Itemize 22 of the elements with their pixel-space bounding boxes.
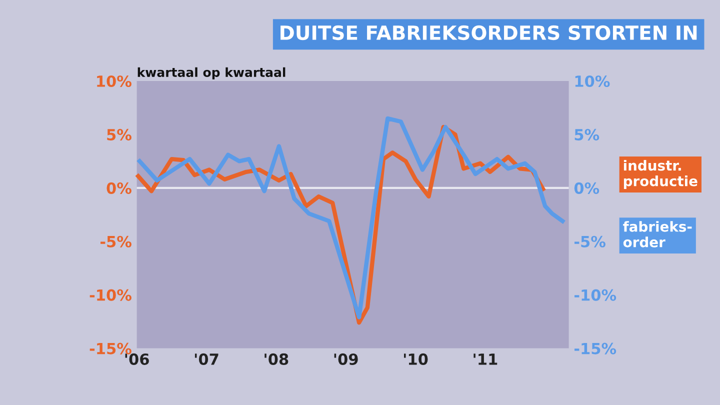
y2-tick-label: -10%: [574, 289, 616, 301]
x-tick-label: '08: [264, 353, 288, 365]
chart-subtitle: kwartaal op kwartaal: [138, 67, 286, 80]
y2-tick-label: -15%: [574, 342, 616, 354]
chart-title: DUITSE FABRIEKSORDERS STORTEN IN: [280, 25, 697, 40]
x-tick-label: '07: [194, 353, 218, 365]
x-tick-label: '06: [125, 353, 149, 365]
y-tick-label: -15%: [90, 342, 132, 354]
x-tick-label: '09: [334, 353, 358, 365]
y-tick-label: -10%: [90, 289, 132, 301]
y-tick-label: 0%: [106, 182, 132, 194]
x-tick-label: '11: [474, 354, 498, 365]
x-tick-label: '10: [404, 353, 428, 365]
y-tick-label: -5%: [100, 236, 132, 248]
text: industr. productie: [624, 160, 698, 189]
y2-tick-label: 5%: [574, 128, 600, 140]
text: fabrieks- order: [623, 221, 692, 248]
y2-tick-label: 0%: [574, 182, 600, 194]
y2-tick-label: 10%: [575, 75, 610, 88]
y2-tick-label: -5%: [574, 236, 606, 248]
y-tick-label: 10%: [97, 75, 132, 88]
y-tick-label: 5%: [107, 128, 132, 140]
